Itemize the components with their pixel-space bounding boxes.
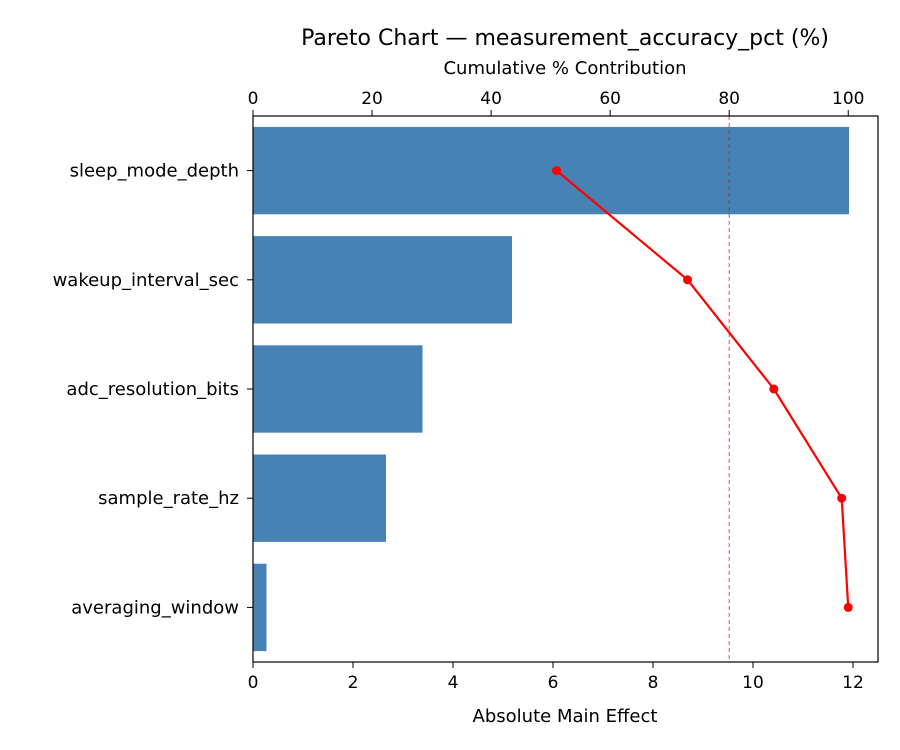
x-tick-label: 2 (348, 673, 359, 693)
x-tick-label: 12 (842, 673, 864, 693)
chart-title: Pareto Chart — measurement_accuracy_pct … (301, 26, 829, 51)
bar-averaging_window (253, 563, 267, 652)
cumulative-line-group (552, 166, 853, 612)
x2-tick-label: 80 (718, 89, 740, 109)
cumulative-line (555, 169, 850, 608)
category-labels: sleep_mode_depth wakeup_interval_sec adc_r… (53, 161, 253, 618)
bar-sleep_mode_depth (253, 126, 849, 215)
top-axis-label: Cumulative % Contribution (443, 58, 686, 79)
x-tick-label: 10 (742, 673, 764, 693)
cumulative-point-wakeup_interval_sec (683, 275, 693, 285)
x-tick-label: 0 (248, 673, 259, 693)
x-tick-label: 4 (448, 673, 459, 693)
category-label-averaging_window: averaging_window (71, 597, 239, 618)
x2-tick-label: 40 (480, 89, 502, 109)
top-axis-ticks: 0 20 40 60 80 100 (248, 89, 864, 116)
cumulative-point-sample_rate_hz (837, 493, 847, 503)
x2-tick-label: 60 (599, 89, 621, 109)
bottom-axis-label: Absolute Main Effect (473, 706, 658, 727)
x2-tick-label: 20 (361, 89, 383, 109)
plot-frame (252, 115, 879, 663)
category-label-adc_resolution_bits: adc_resolution_bits (66, 379, 239, 400)
x2-tick-label: 0 (248, 89, 259, 109)
cumulative-point-averaging_window (843, 602, 853, 612)
cumulative-point-sleep_mode_depth (552, 166, 562, 176)
category-label-sample_rate_hz: sample_rate_hz (98, 488, 239, 509)
bottom-axis-ticks: 0 2 4 6 8 10 12 (248, 662, 864, 693)
bar-sample_rate_hz (253, 454, 386, 542)
cumulative-point-adc_resolution_bits (769, 384, 779, 394)
x-tick-label: 6 (548, 673, 559, 693)
x2-tick-label: 100 (832, 89, 864, 109)
category-label-sleep_mode_depth: sleep_mode_depth (70, 161, 239, 182)
bar-group (253, 126, 849, 652)
category-label-wakeup_interval_sec: wakeup_interval_sec (53, 270, 239, 291)
x-tick-label: 8 (648, 673, 659, 693)
bar-adc_resolution_bits (253, 345, 423, 433)
bar-wakeup_interval_sec (253, 236, 512, 324)
